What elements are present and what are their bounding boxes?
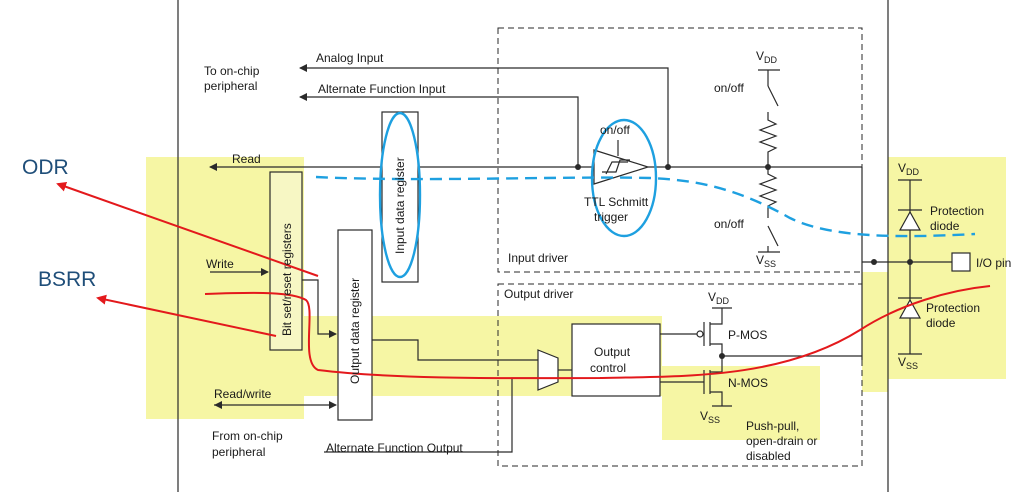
annotation-bsrr: BSRR [38, 268, 96, 291]
label-push-pull-3: disabled [746, 449, 791, 463]
annotation-odr: ODR [22, 156, 69, 179]
label-alt-func-output: Alternate Function Output [326, 441, 463, 455]
label-vdd-out: VDD [708, 290, 730, 306]
label-protection-2b: diode [926, 316, 956, 330]
label-on-off-top: on/off [714, 81, 744, 95]
input-path-dashed-curve [315, 175, 976, 238]
odr-arrow [56, 181, 319, 277]
pmos-leads [710, 308, 723, 356]
label-read: Read [232, 152, 261, 166]
input-data-register [381, 111, 419, 283]
label-protection-2a: Protection [926, 301, 980, 315]
label-on-off-bottom: on/off [714, 217, 744, 231]
pulldown-resistor [758, 167, 778, 218]
io-pin-square [951, 252, 971, 272]
label-to-onchip-1: To on-chip [204, 64, 260, 78]
label-bit-set-reset: Bit set/reset registers [280, 223, 294, 336]
read-write-arrowhead [214, 401, 222, 409]
schmitt-trigger-symbol [593, 149, 650, 185]
label-pmos: P-MOS [728, 328, 767, 342]
schmitt-hysteresis [602, 159, 630, 175]
bsrr-arrow [96, 294, 277, 337]
label-output-driver: Output driver [504, 287, 573, 301]
label-output-data-register: Output data register [348, 278, 362, 384]
highlight-pin-area [862, 272, 888, 392]
label-on-off-schmitt: on/off [600, 123, 630, 137]
input-register-highlight-ellipse [378, 111, 422, 279]
label-protection-1b: diode [930, 219, 960, 233]
label-alt-func-input: Alternate Function Input [318, 82, 446, 96]
junction-dot [575, 164, 581, 170]
output-path-red-curve [204, 285, 991, 380]
protection-diode-bottom [898, 298, 922, 319]
label-vdd-top: VDD [756, 49, 778, 65]
label-vss-out: VSS [700, 409, 720, 425]
label-vss-prot: VSS [898, 355, 918, 371]
pulldown-switch [767, 225, 779, 247]
label-to-onchip-2: peripheral [204, 79, 257, 93]
analog-input-line [299, 64, 669, 167]
label-vdd-prot: VDD [898, 161, 920, 177]
highlight-protection [888, 157, 1006, 379]
pullup-switch [767, 85, 779, 107]
label-input-data-register: Input data register [393, 157, 407, 254]
label-input-driver: Input driver [508, 251, 568, 265]
label-write: Write [206, 257, 234, 271]
label-ttl-schmitt-1: TTL Schmitt [584, 195, 649, 209]
output-data-register [337, 229, 373, 421]
junction-dot [871, 259, 877, 265]
output-multiplexer [537, 349, 559, 391]
input-driver-box [497, 27, 863, 273]
output-driver-box [497, 283, 863, 467]
pmos-bubble [696, 330, 704, 338]
junction-dot [719, 353, 725, 359]
label-nmos: N-MOS [728, 376, 768, 390]
label-protection-1a: Protection [930, 204, 984, 218]
label-io-pin: I/O pin [976, 256, 1011, 270]
label-output-control-2: control [590, 361, 626, 375]
diagram-labels: To on-chip peripheral Analog Input Alter… [204, 49, 1011, 463]
alt-func-input-line [299, 93, 579, 167]
label-read-write: Read/write [214, 387, 272, 401]
label-ttl-schmitt-2: trigger [594, 210, 628, 224]
output-control-block [571, 323, 661, 397]
highlight-output-driver [662, 366, 820, 440]
label-push-pull-1: Push-pull, [746, 419, 799, 433]
label-output-control-1: Output [594, 345, 631, 359]
label-analog-input: Analog Input [316, 51, 384, 65]
label-push-pull-2: open-drain or [746, 434, 817, 448]
protection-diode-top [898, 210, 922, 231]
bsr-to-odr-line [302, 279, 337, 338]
pullup-resistor [758, 112, 778, 167]
odr-to-mux-line [372, 339, 538, 361]
label-vss-mid: VSS [756, 253, 776, 269]
label-from-onchip-2: peripheral [212, 445, 265, 459]
junction-dot [907, 259, 913, 265]
label-from-onchip-1: From on-chip [212, 429, 283, 443]
